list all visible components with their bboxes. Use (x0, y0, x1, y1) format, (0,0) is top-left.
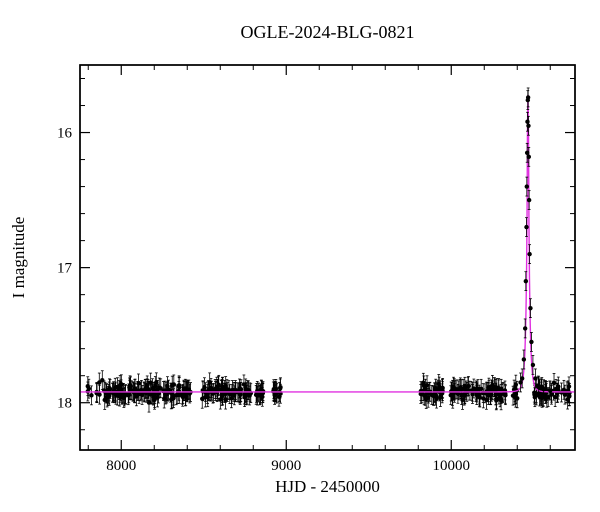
lightcurve-plot: OGLE-2024-BLG-0821 HJD - 2450000 I magnitu… (0, 0, 600, 512)
svg-text:8000: 8000 (106, 458, 136, 474)
x-axis-label: HJD - 2450000 (275, 477, 380, 496)
svg-text:9000: 9000 (271, 458, 301, 474)
chart-container: OGLE-2024-BLG-0821 HJD - 2450000 I magnitu… (0, 0, 600, 512)
y-axis-label: I magnitude (9, 217, 28, 299)
svg-text:10000: 10000 (433, 458, 471, 474)
svg-text:17: 17 (57, 261, 73, 277)
svg-text:16: 16 (57, 126, 73, 142)
chart-title: OGLE-2024-BLG-0821 (241, 22, 415, 42)
svg-text:18: 18 (57, 396, 72, 412)
